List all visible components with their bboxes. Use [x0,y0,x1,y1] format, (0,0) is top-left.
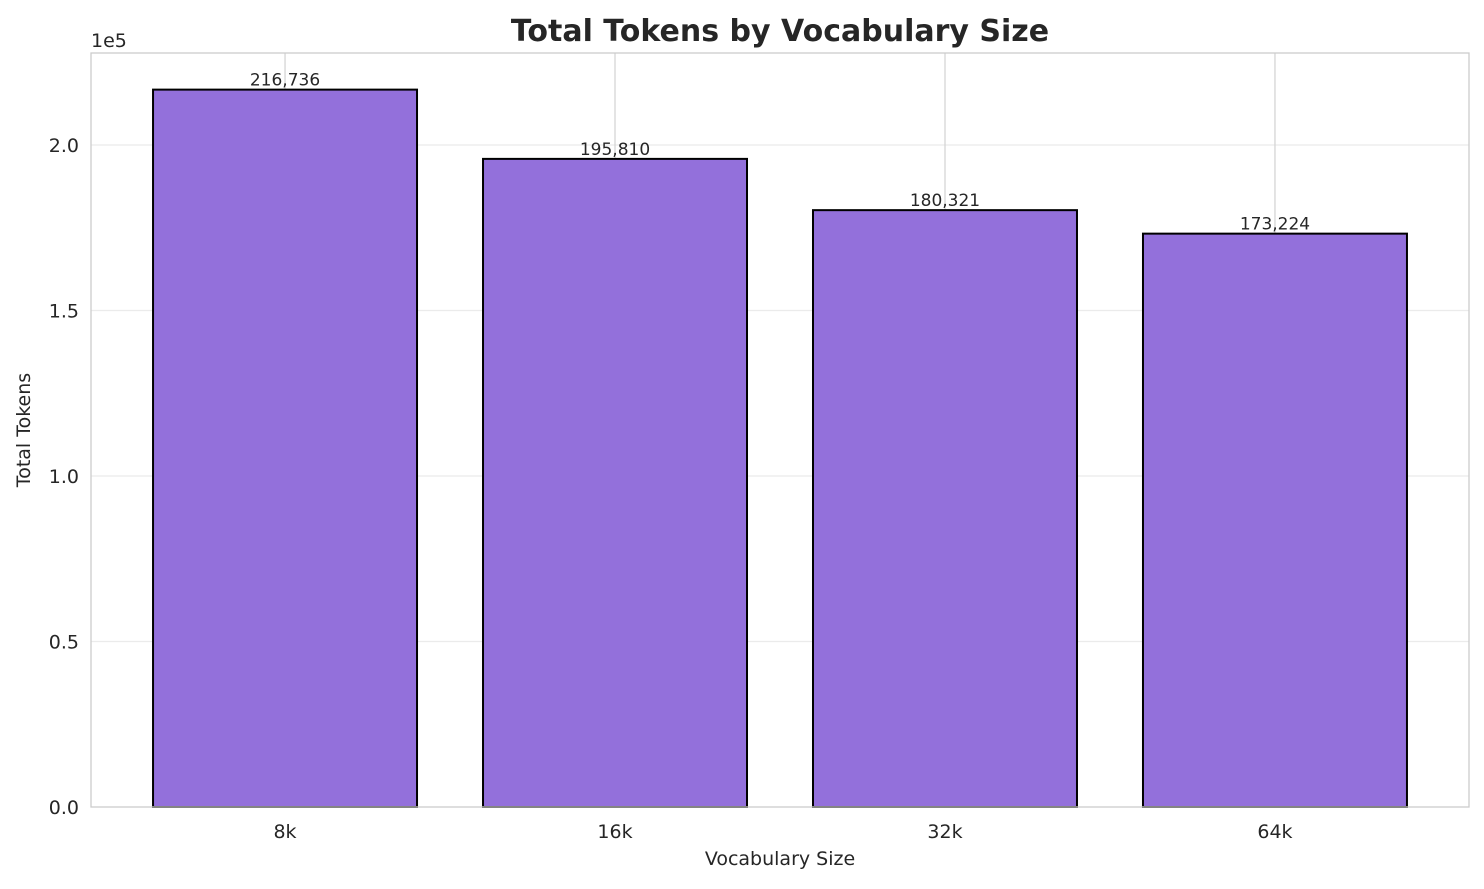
data-label: 180,321 [910,191,980,211]
plot-frame [90,52,1470,808]
y-axis-label: Total Tokens [13,373,35,488]
x-tick-label: 64k [1257,821,1292,843]
bar-32k [811,209,1078,808]
y-tick-label: 2.0 [49,135,79,157]
data-label: 216,736 [250,71,320,91]
data-label: 195,810 [580,140,650,160]
bar-16k [482,157,749,808]
data-label: 173,224 [1240,215,1310,235]
y-offset-label: 1e5 [91,30,127,52]
x-tick-label: 8k [273,821,296,843]
y-tick-label: 1.5 [49,301,79,323]
x-tick-label: 16k [597,821,632,843]
y-tick-label: 0.0 [49,797,79,819]
chart-title: Total Tokens by Vocabulary Size [511,14,1049,49]
y-ticks: 0.0 0.5 1.0 1.5 2.0 [49,135,79,819]
bar-8k [152,88,419,808]
x-axis-label: Vocabulary Size [705,848,855,870]
x-tick-label: 32k [927,821,962,843]
bar-64k [1141,232,1408,808]
x-ticks: 8k 16k 32k 64k [273,821,1292,843]
y-tick-label: 1.0 [49,466,79,488]
y-tick-label: 0.5 [49,632,79,654]
data-labels: 216,736 195,810 180,321 173,224 [250,71,1310,235]
bars [152,88,1408,808]
